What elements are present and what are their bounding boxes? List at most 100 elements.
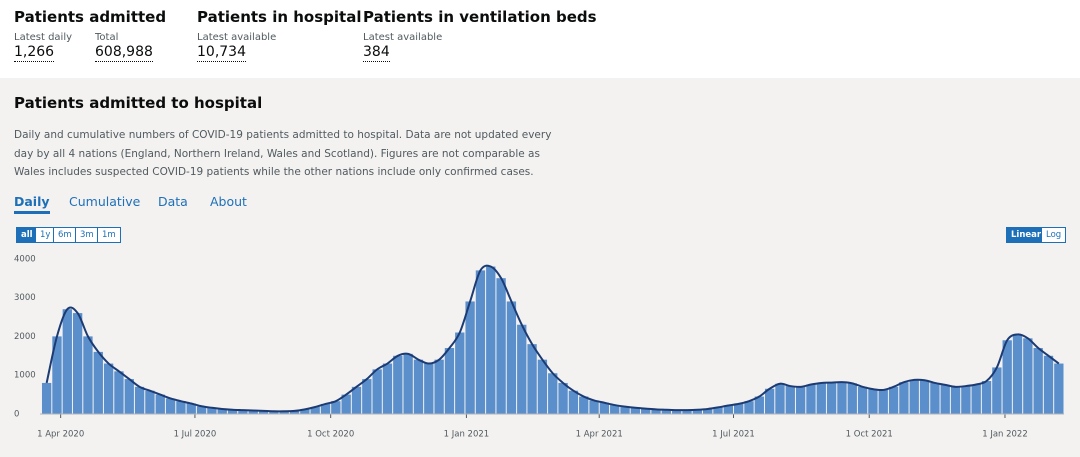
bar: [599, 402, 610, 414]
bar: [506, 301, 517, 414]
bar: [764, 388, 775, 414]
metric-label: Latest daily: [14, 32, 73, 43]
bar: [279, 411, 289, 414]
bar: [403, 353, 413, 414]
y-tick-label: 4000: [14, 254, 36, 264]
bar: [899, 382, 909, 414]
metric-value[interactable]: 384: [363, 44, 390, 62]
bar: [568, 390, 579, 414]
bar: [981, 381, 992, 414]
bar: [517, 324, 527, 414]
bar: [775, 383, 785, 414]
bar: [548, 373, 558, 414]
bar: [785, 386, 795, 414]
bar: [806, 384, 816, 414]
bar: [217, 408, 227, 414]
bar: [878, 389, 888, 414]
bar: [186, 403, 196, 414]
metric-title: Patients in hospital: [197, 8, 362, 26]
bar: [145, 390, 155, 414]
bar: [289, 410, 300, 414]
x-tick-label: 1 Jul 2021: [712, 430, 755, 440]
bar: [672, 410, 682, 414]
bar: [413, 359, 424, 414]
card-title: Patients admitted to hospital: [14, 94, 263, 112]
bar: [713, 407, 723, 414]
tab[interactable]: Daily: [14, 194, 50, 214]
metric-value[interactable]: 608,988: [95, 44, 153, 62]
bar: [93, 351, 103, 414]
bar: [527, 344, 537, 414]
bar: [1033, 348, 1043, 414]
bar: [971, 384, 981, 414]
bar: [1012, 334, 1023, 414]
bar: [692, 409, 703, 414]
bar: [1023, 338, 1033, 414]
bar: [888, 386, 899, 414]
bar: [52, 336, 62, 414]
bar: [455, 332, 465, 414]
bar: [950, 386, 961, 414]
bar: [176, 401, 186, 414]
metric-value[interactable]: 10,734: [197, 44, 246, 62]
bar: [744, 401, 754, 414]
bar: [227, 409, 238, 414]
x-tick-label: 1 Oct 2021: [846, 430, 893, 440]
bar: [630, 407, 641, 414]
x-tick-label: 1 Apr 2020: [37, 430, 84, 440]
tab[interactable]: About: [210, 194, 247, 209]
bar: [1043, 355, 1054, 414]
y-tick-label: 3000: [14, 293, 36, 303]
bar: [41, 382, 52, 414]
bar: [165, 398, 176, 414]
bar: [641, 408, 651, 414]
bar: [733, 403, 744, 414]
bar: [610, 405, 620, 414]
bar: [124, 379, 134, 414]
bar: [558, 382, 568, 414]
bar: [310, 407, 320, 414]
bar: [589, 400, 599, 414]
scale-button[interactable]: Linear: [1006, 227, 1047, 243]
metric-label: Latest available: [363, 32, 443, 43]
bar: [857, 386, 868, 414]
bar: [940, 384, 950, 414]
bar: [331, 401, 341, 414]
bar: [62, 309, 72, 414]
bar: [661, 409, 672, 414]
tab[interactable]: Data: [158, 194, 188, 209]
bar: [382, 363, 393, 414]
bar: [238, 410, 248, 414]
bar: [393, 355, 403, 414]
bar: [434, 359, 444, 414]
y-tick-label: 0: [14, 410, 19, 420]
bar: [424, 363, 434, 414]
x-tick-label: 1 Jul 2020: [174, 430, 217, 440]
bar: [703, 408, 713, 414]
y-tick-label: 1000: [14, 371, 36, 381]
x-tick-label: 1 Jan 2021: [444, 430, 490, 440]
bar: [961, 386, 971, 414]
metric-value[interactable]: 1,266: [14, 44, 55, 62]
bar: [103, 363, 114, 414]
x-tick-label: 1 Apr 2021: [576, 430, 623, 440]
bar: [300, 409, 310, 414]
x-tick-label: 1 Oct 2020: [307, 430, 354, 440]
bar: [837, 382, 847, 414]
bar: [258, 410, 269, 414]
bar: [909, 379, 919, 414]
average-line: [45, 264, 1060, 413]
bar: [341, 394, 351, 414]
bar: [682, 410, 692, 414]
range-button[interactable]: 1m: [97, 227, 121, 243]
scale-button[interactable]: Log: [1041, 227, 1067, 243]
bar: [795, 386, 806, 414]
bar: [826, 382, 837, 414]
tab[interactable]: Cumulative: [69, 194, 141, 209]
bar: [465, 301, 475, 414]
bar: [134, 386, 145, 414]
bar: [1054, 363, 1064, 414]
bar: [444, 348, 455, 414]
